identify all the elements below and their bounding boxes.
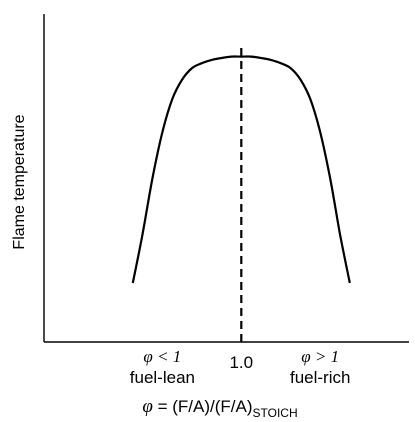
x-tick-label-2: fuel-rich: [290, 368, 350, 387]
x-tick-math-2: φ > 1: [301, 347, 339, 366]
x-tick-label-1: 1.0: [229, 353, 253, 372]
flame-temperature-curve: [131, 55, 351, 284]
x-tick-labels: φ < 1 fuel-lean 1.0 φ > 1 fuel-rich: [130, 347, 351, 387]
x-tick-math-0: φ < 1: [143, 347, 181, 366]
x-axis-label-symbol: φ: [142, 396, 153, 417]
x-axis-label: φ = (F/A)/(F/A)STOICH: [142, 396, 297, 420]
y-axis-label: Flame temperature: [11, 114, 28, 249]
x-axis-label-subscript: STOICH: [253, 406, 298, 420]
x-tick-label-0: fuel-lean: [130, 368, 195, 387]
x-axis-label-expression: = (F/A)/(F/A): [153, 397, 253, 416]
